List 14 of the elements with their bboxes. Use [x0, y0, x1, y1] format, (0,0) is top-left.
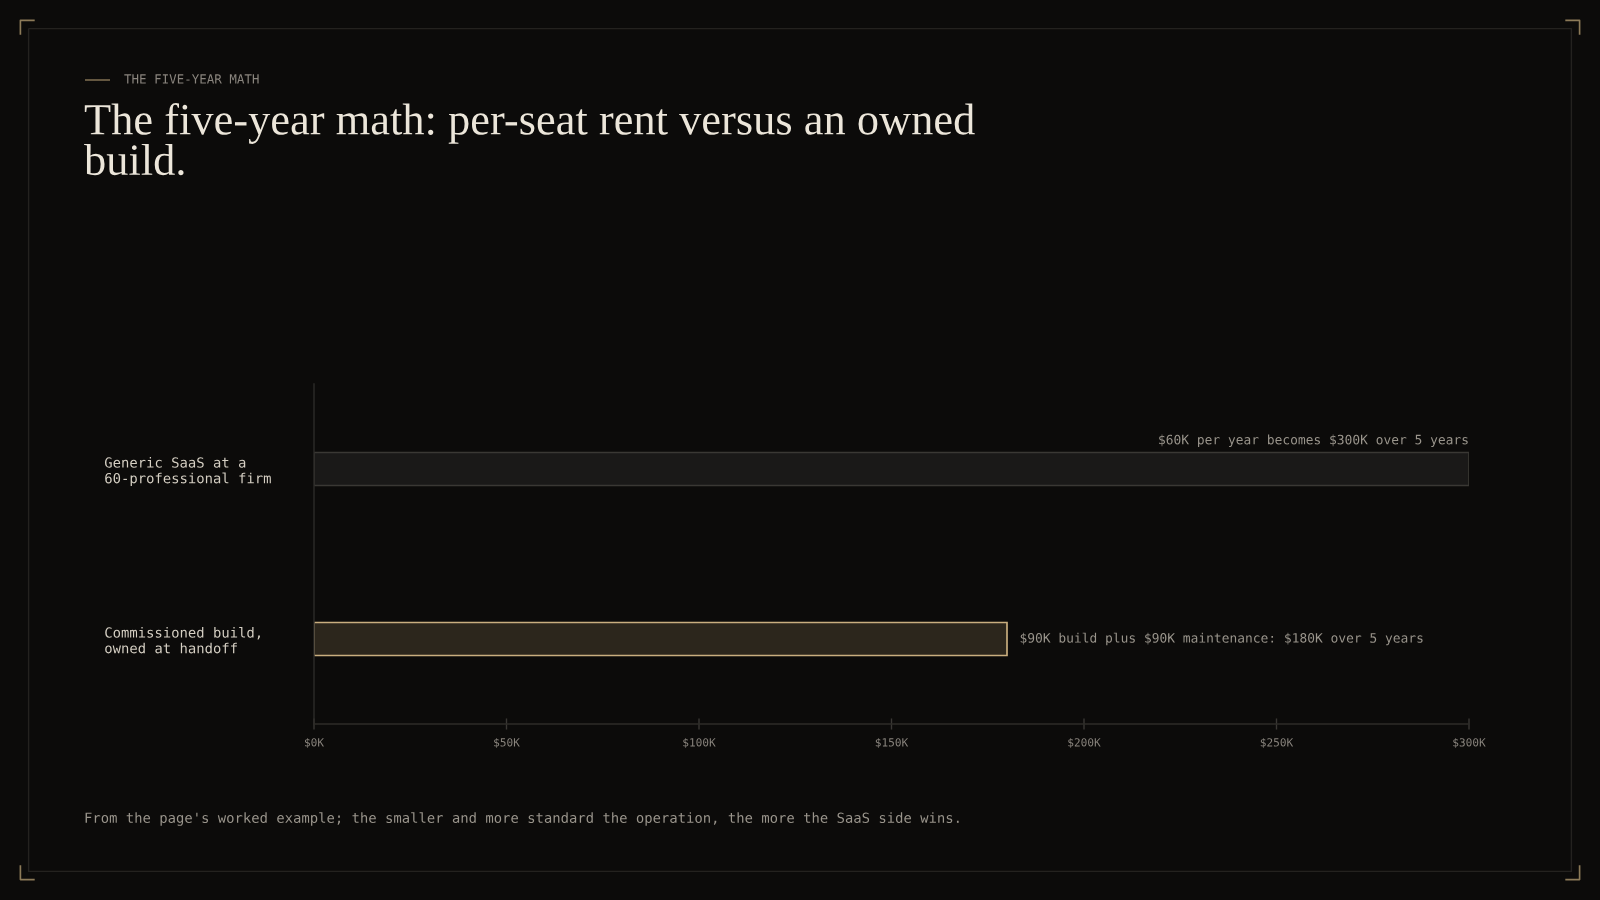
text: From the page's worked example; the smaller and more standard the operation, the more the SaaS side wins.: [85, 812, 959, 826]
x-tick-label: $250K: [1260, 737, 1294, 749]
x-tick-label: $200K: [1068, 737, 1101, 749]
x-tick-label: $100K: [683, 737, 716, 749]
y-tick-label: Commissioned build, owned at handoff: [105, 626, 260, 654]
x-tick-label: $300K: [1453, 737, 1486, 749]
chart-title: The five-year math: per-seat rent versus an owned build.: [84, 103, 975, 176]
annotation: $60K per year becomes $300K over 5 years: [1159, 434, 1468, 447]
x-tick-label: $50K: [494, 737, 520, 749]
x-tick-label: $150K: [875, 737, 909, 749]
x-tick-label: $0K: [305, 737, 324, 749]
y-tick-label: Generic SaaS at a 60-professional firm: [104, 457, 271, 487]
text: THE FIVE-YEAR MATH: [124, 74, 259, 84]
annotation: $90K build plus $90K maintenance: $180K over 5 years: [1020, 632, 1423, 646]
